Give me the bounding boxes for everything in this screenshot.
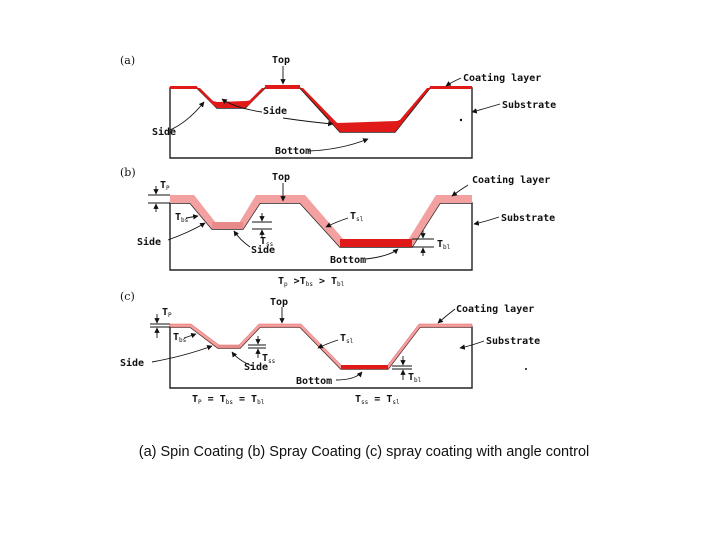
panel-b-tbs: Tbs	[175, 212, 189, 224]
panel-c-relation-left: TP = Tbs = Tbl	[192, 394, 265, 406]
panel-a-label-bottom: Bottom	[275, 146, 311, 157]
panel-c-label-side-mid: Side	[244, 361, 268, 373]
panel-b-tp: TP	[160, 180, 170, 192]
panel-b-thickness-labels: TP Tbs Tsl Tss Tbl	[160, 180, 451, 251]
panel-b-tsl: Tsl	[350, 211, 364, 223]
panel-b-label-top: Top	[272, 172, 290, 183]
panel-b-label-bottom: Bottom	[330, 255, 366, 266]
panel-a-label-side-mid: Side	[263, 105, 287, 117]
panel-c-tbs: Tbs	[173, 332, 187, 344]
panel-c-label-coating-layer: Coating layer	[456, 303, 534, 315]
panel-a: (a) Top Side Side Bottom Coating layer S…	[120, 54, 556, 159]
panel-a-coating-top	[265, 85, 300, 89]
panel-b-coating-top	[260, 195, 300, 203]
panel-a-label-coating-layer: Coating layer	[463, 72, 541, 84]
panel-c-label-top: Top	[270, 297, 288, 308]
panel-c-label-bottom: Bottom	[296, 376, 332, 387]
panel-a-dot	[459, 118, 463, 122]
panel-b-coating-side-3	[300, 195, 344, 247]
panel-a-label-top: Top	[272, 55, 290, 66]
panel-c-tss: Tss	[262, 353, 276, 365]
panel-c-tbl: Tbl	[408, 372, 422, 384]
panel-b-coating-bottom-1	[212, 222, 243, 229]
panel-a-label-side-left: Side	[152, 126, 176, 138]
panel-c-coating-bottom-small	[218, 345, 240, 348]
panel-b-dimension-lines	[148, 183, 500, 260]
panel-c-dimension-lines	[150, 307, 485, 381]
panel-b-label-substrate: Substrate	[501, 213, 555, 224]
panel-c-relation-right: Tss = Tsl	[355, 394, 400, 406]
panel-a-label-substrate: Substrate	[502, 100, 556, 111]
panel-b-label-side-left: Side	[137, 236, 161, 248]
panel-c-tag: (c)	[120, 290, 135, 303]
panel-c-tsl: Tsl	[340, 333, 354, 345]
panel-c-label-substrate: Substrate	[486, 336, 540, 347]
figure-caption: (a) Spin Coating (b) Spray Coating (c) s…	[138, 444, 590, 460]
panel-b-label-coating-layer: Coating layer	[472, 174, 550, 186]
panel-b-tag: (b)	[120, 166, 136, 179]
panel-a-pointers	[169, 66, 501, 152]
panel-b-coating-bottom-2	[340, 239, 412, 247]
panel-a-coating-bottom-2	[328, 117, 407, 132]
panel-c-label-side-left: Side	[120, 357, 144, 369]
panel-b: (b) Top Side Side Bottom Coating layer S…	[120, 166, 555, 288]
panel-c: (c) Top Side Side Bottom Coating layer S…	[120, 290, 540, 406]
panel-b-coating-side-2	[239, 195, 260, 229]
panel-b-coating-right-top	[440, 195, 472, 203]
panel-b-coating-side-1	[190, 195, 216, 229]
panel-c-thickness-labels: TP Tbs Tsl Tss Tbl	[162, 307, 422, 384]
panel-b-tss: Tss	[260, 236, 274, 248]
panel-b-coating-left-top	[170, 195, 190, 203]
panel-a-coating-side-3	[300, 88, 342, 130]
panel-a-tag: (a)	[120, 54, 135, 67]
panel-b-relation: Tp >Tbs > Tbl	[278, 276, 345, 288]
panel-b-coating-side-4	[408, 195, 440, 247]
panel-c-tp: TP	[162, 307, 172, 319]
panel-b-tbl: Tbl	[437, 239, 451, 251]
panel-a-coating-right-top	[430, 86, 472, 89]
panel-c-dot	[525, 368, 527, 370]
panel-c-coating-bottom	[341, 365, 388, 369]
panel-a-coating-left-top	[170, 86, 197, 89]
panel-b-label-side-mid: Side	[251, 244, 275, 256]
